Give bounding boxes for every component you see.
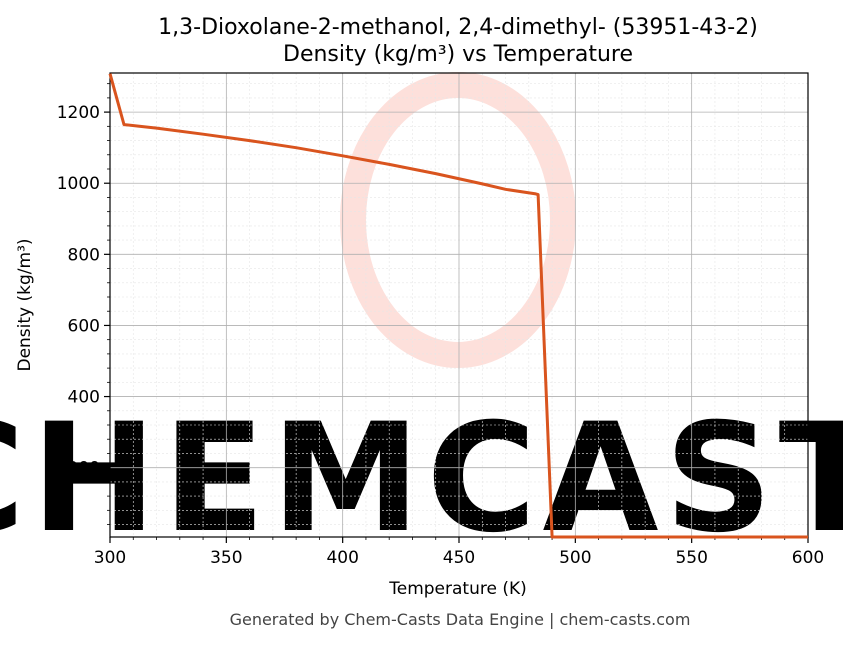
y-tick-label: 200 xyxy=(68,459,100,479)
x-tick-label: 450 xyxy=(443,548,475,568)
footer-credit: Generated by Chem-Casts Data Engine | ch… xyxy=(230,610,691,629)
y-tick-label: 800 xyxy=(68,245,100,265)
series-layer xyxy=(108,73,808,539)
y-tick-label: 1200 xyxy=(57,103,100,123)
watermark-logo-text: CHEMCASTS xyxy=(0,392,843,566)
x-tick-label: 300 xyxy=(94,548,126,568)
x-axis-label: Temperature (K) xyxy=(388,579,527,599)
x-tick-label: 550 xyxy=(675,548,707,568)
x-tick-label: 500 xyxy=(559,548,591,568)
axes: 300 350 400 450 500 550 600 200 400 600 800 1000 120… xyxy=(57,72,824,568)
grid xyxy=(109,73,809,537)
chart-title: 1,3-Dioxolane-2-methanol, 2,4-dimethyl- … xyxy=(158,15,758,40)
chart-subtitle: Density (kg/m³) vs Temperature xyxy=(283,42,633,67)
y-axis-label: Density (kg/m³) xyxy=(15,238,35,371)
x-tick-label: 400 xyxy=(326,548,358,568)
x-tick-label: 350 xyxy=(210,548,242,568)
x-tick-label: 600 xyxy=(792,548,824,568)
y-tick-label: 1000 xyxy=(57,174,100,194)
density-series-line xyxy=(108,73,808,539)
y-tick-label: 400 xyxy=(68,388,100,408)
y-tick-label: 600 xyxy=(68,316,100,336)
watermark-logo-ring xyxy=(340,72,576,368)
